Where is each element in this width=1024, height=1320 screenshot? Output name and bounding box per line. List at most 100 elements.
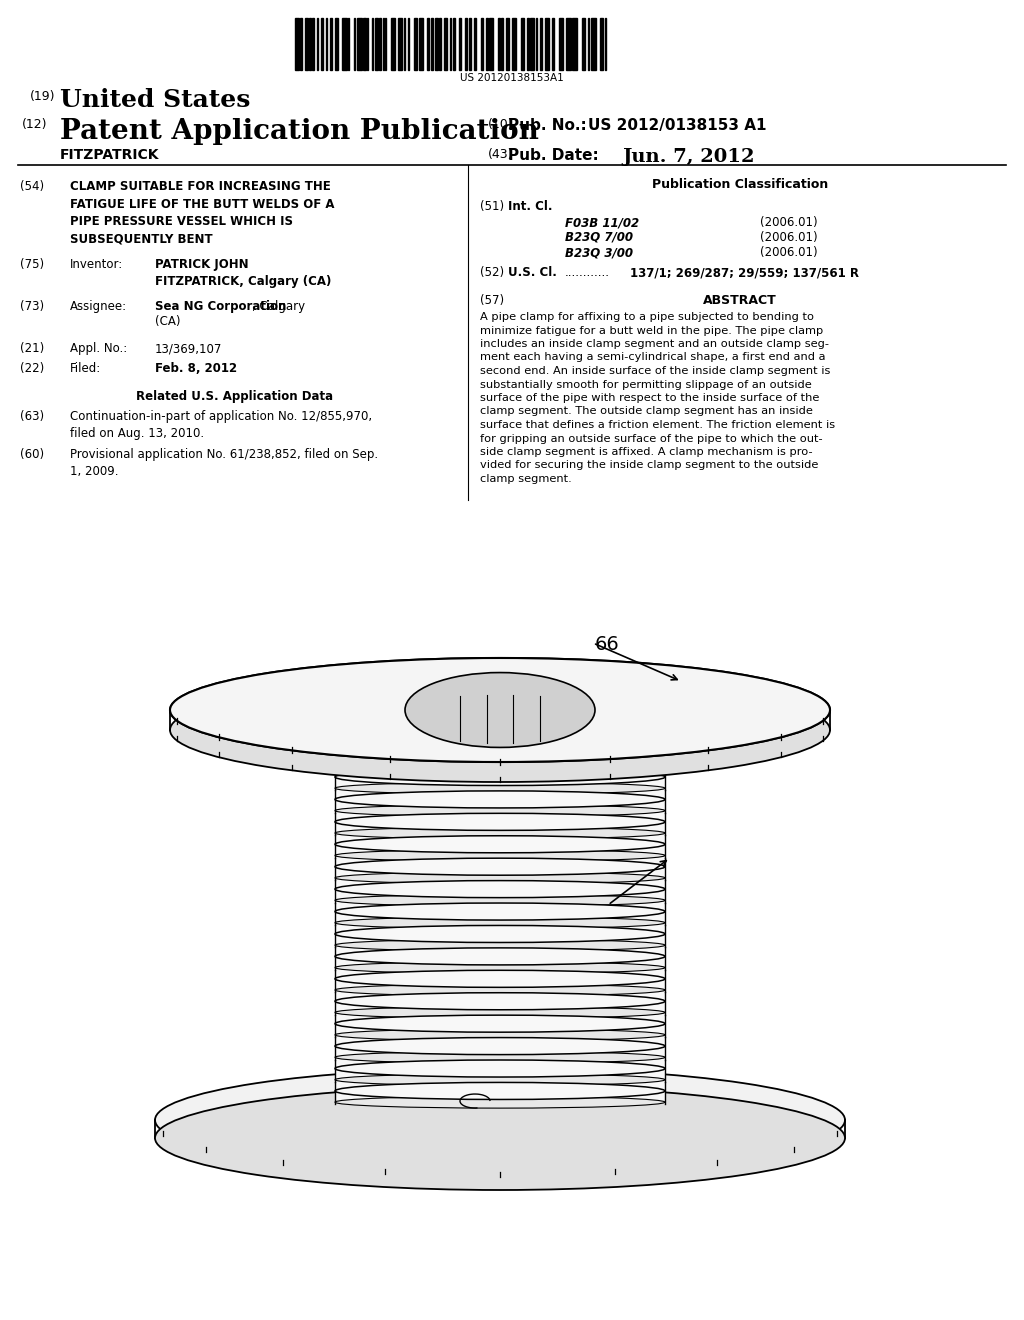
Ellipse shape	[335, 903, 665, 920]
Bar	[367, 18, 369, 70]
Bar	[364, 18, 366, 70]
Text: B23Q 7/00: B23Q 7/00	[565, 231, 633, 244]
Text: Jun. 7, 2012: Jun. 7, 2012	[622, 148, 755, 166]
Text: (10): (10)	[488, 117, 514, 131]
Text: second end. An inside surface of the inside clamp segment is: second end. An inside surface of the ins…	[480, 366, 830, 376]
Text: , Calgary: , Calgary	[252, 300, 305, 313]
Bar	[454, 18, 455, 70]
Bar	[295, 18, 299, 70]
Bar	[604, 18, 606, 70]
Ellipse shape	[335, 836, 665, 853]
Text: B23Q 3/00: B23Q 3/00	[565, 246, 633, 259]
Text: clamp segment. The outside clamp segment has an inside: clamp segment. The outside clamp segment…	[480, 407, 813, 417]
Text: surface that defines a friction element. The friction element is: surface that defines a friction element.…	[480, 420, 836, 430]
Bar	[489, 18, 493, 70]
Text: 12: 12	[610, 900, 635, 919]
Bar	[572, 18, 577, 70]
Ellipse shape	[335, 850, 665, 862]
Ellipse shape	[335, 1073, 665, 1085]
Bar	[335, 836, 665, 858]
Ellipse shape	[406, 673, 595, 747]
Text: (54): (54)	[20, 180, 44, 193]
Bar	[404, 18, 406, 70]
Bar	[530, 18, 534, 70]
Ellipse shape	[335, 828, 665, 840]
Text: (2006.01): (2006.01)	[760, 246, 817, 259]
Bar	[450, 18, 451, 70]
Text: Related U.S. Application Data: Related U.S. Application Data	[136, 389, 334, 403]
Ellipse shape	[335, 768, 665, 785]
Bar	[342, 18, 346, 70]
Text: Appl. No.:: Appl. No.:	[70, 342, 127, 355]
Bar	[348, 18, 349, 70]
Bar	[335, 1082, 665, 1105]
Text: Feb. 8, 2012: Feb. 8, 2012	[155, 362, 238, 375]
Ellipse shape	[335, 948, 665, 965]
Bar	[419, 18, 423, 70]
Bar	[498, 18, 500, 70]
Bar	[592, 18, 596, 70]
Ellipse shape	[335, 1038, 665, 1055]
Text: substantially smooth for permitting slippage of an outside: substantially smooth for permitting slip…	[480, 380, 812, 389]
Ellipse shape	[335, 925, 665, 942]
Bar	[582, 18, 586, 70]
Ellipse shape	[335, 970, 665, 987]
Text: (2006.01): (2006.01)	[760, 216, 817, 228]
Text: 137/1; 269/287; 29/559; 137/561 R: 137/1; 269/287; 29/559; 137/561 R	[630, 267, 859, 279]
Text: (63): (63)	[20, 411, 44, 422]
Bar	[474, 18, 476, 70]
Text: (12): (12)	[22, 117, 47, 131]
Text: Publication Classification: Publication Classification	[652, 178, 828, 191]
Bar	[335, 18, 338, 70]
Text: minimize fatigue for a butt weld in the pipe. The pipe clamp: minimize fatigue for a butt weld in the …	[480, 326, 823, 335]
Ellipse shape	[335, 1028, 665, 1041]
Bar	[520, 18, 524, 70]
Text: (75): (75)	[20, 257, 44, 271]
Text: surface of the pipe with respect to the inside surface of the: surface of the pipe with respect to the …	[480, 393, 819, 403]
Text: Filed:: Filed:	[70, 362, 101, 375]
Bar	[335, 1060, 665, 1082]
Text: (CA): (CA)	[155, 315, 180, 327]
Ellipse shape	[335, 985, 665, 997]
Bar	[545, 18, 550, 70]
Ellipse shape	[155, 1068, 845, 1172]
Text: vided for securing the inside clamp segment to the outside: vided for securing the inside clamp segm…	[480, 461, 818, 470]
Text: (60): (60)	[20, 447, 44, 461]
Bar	[327, 18, 328, 70]
Text: 66: 66	[595, 635, 620, 653]
Bar	[588, 18, 589, 70]
Bar	[439, 18, 441, 70]
Ellipse shape	[335, 791, 665, 808]
Ellipse shape	[406, 673, 595, 747]
Ellipse shape	[335, 1082, 665, 1100]
Ellipse shape	[335, 873, 665, 884]
Ellipse shape	[335, 895, 665, 907]
Bar	[465, 18, 467, 70]
Bar	[330, 18, 332, 70]
Ellipse shape	[335, 962, 665, 974]
Text: (51): (51)	[480, 201, 504, 213]
Bar	[408, 18, 409, 70]
Ellipse shape	[335, 940, 665, 952]
Ellipse shape	[335, 917, 665, 929]
Bar	[540, 18, 542, 70]
Text: FITZPATRICK: FITZPATRICK	[60, 148, 160, 162]
Bar	[485, 18, 488, 70]
Bar	[311, 18, 314, 70]
Text: ABSTRACT: ABSTRACT	[703, 294, 777, 308]
Text: Sea NG Corporation: Sea NG Corporation	[155, 300, 287, 313]
Text: side clamp segment is affixed. A clamp mechanism is pro-: side clamp segment is affixed. A clamp m…	[480, 447, 813, 457]
Bar	[566, 18, 571, 70]
Ellipse shape	[335, 1051, 665, 1064]
Bar	[460, 18, 461, 70]
Ellipse shape	[335, 813, 665, 830]
Bar	[335, 993, 665, 1015]
Ellipse shape	[335, 1006, 665, 1019]
Bar	[357, 18, 362, 70]
Text: for gripping an outside surface of the pipe to which the out-: for gripping an outside surface of the p…	[480, 433, 822, 444]
Bar	[385, 18, 386, 70]
Text: Inventor:: Inventor:	[70, 257, 123, 271]
Bar	[372, 18, 373, 70]
Text: F03B 11/02: F03B 11/02	[565, 216, 639, 228]
Text: A pipe clamp for affixing to a pipe subjected to bending to: A pipe clamp for affixing to a pipe subj…	[480, 312, 814, 322]
